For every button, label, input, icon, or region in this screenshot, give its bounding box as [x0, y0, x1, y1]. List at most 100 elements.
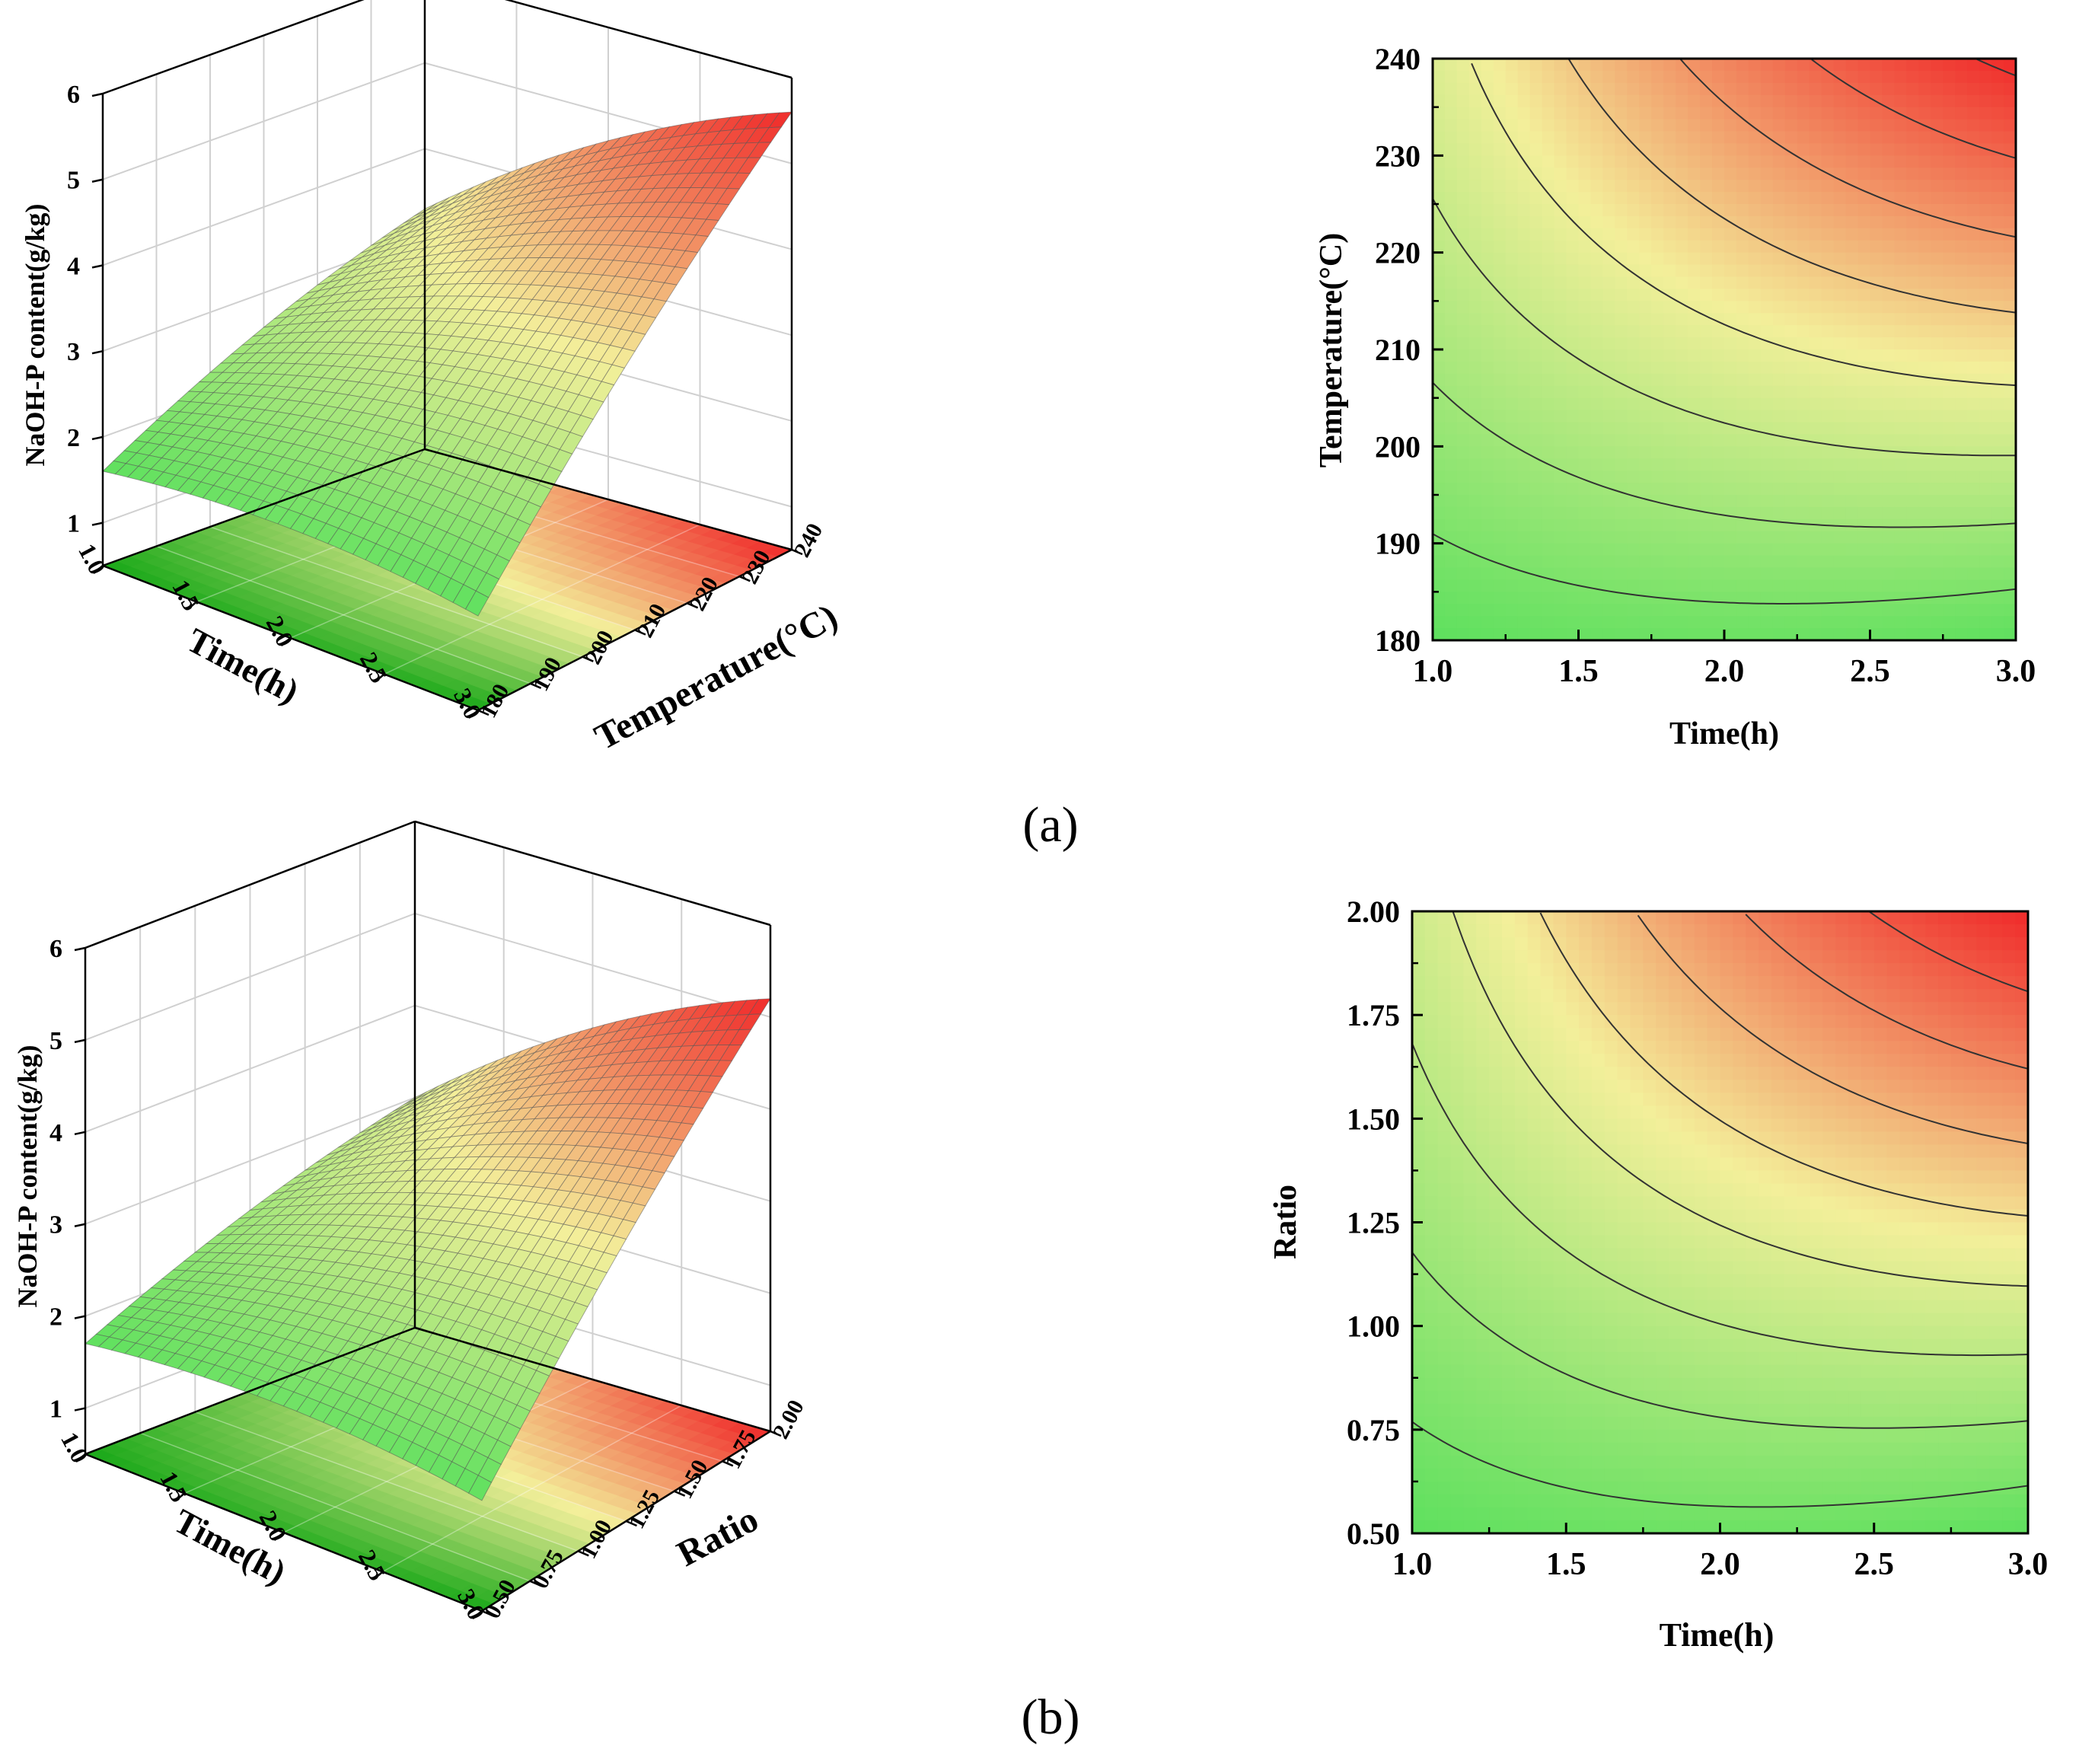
- contA-fill-cell: [1481, 228, 1494, 241]
- contA-fill-cell: [1456, 143, 1470, 157]
- contA-fill-cell: [1736, 471, 1749, 483]
- contA-fill-cell: [1639, 592, 1653, 605]
- contA-fill-cell: [1529, 325, 1543, 338]
- contA-fill-cell: [1433, 385, 1446, 399]
- contA-x-tick-label: 2.5: [1850, 654, 1890, 689]
- contA-fill-cell: [1566, 616, 1580, 629]
- contA-fill-cell: [1870, 567, 1883, 581]
- contA-fill-cell: [1906, 82, 1920, 96]
- contA-fill-cell: [1639, 555, 1653, 569]
- contA-fill-cell: [1955, 325, 1968, 338]
- contA-fill-cell: [1542, 313, 1555, 326]
- contA-fill-cell: [1882, 616, 1896, 629]
- contA-fill-cell: [1433, 301, 1446, 314]
- contA-fill-cell: [1456, 518, 1470, 532]
- contA-fill-cell: [1627, 555, 1641, 569]
- contA-fill-cell: [1456, 228, 1470, 241]
- contA-fill-cell: [1760, 555, 1774, 569]
- contA-fill-cell: [1578, 592, 1592, 605]
- contA-fill-cell: [1602, 555, 1616, 569]
- contA-fill-cell: [1566, 385, 1580, 399]
- contA-fill-cell: [1918, 192, 1932, 205]
- contA-fill-cell: [1688, 579, 1701, 593]
- contA-fill-cell: [1918, 543, 1932, 557]
- contA-fill-cell: [1468, 555, 1482, 569]
- contA-fill-cell: [1712, 543, 1725, 557]
- contA-fill-cell: [1760, 567, 1774, 581]
- contA-fill-cell: [1433, 94, 1446, 108]
- contA-fill-cell: [1590, 192, 1604, 205]
- contA-fill-cell: [1748, 495, 1762, 508]
- contA-fill-cell: [1906, 215, 1920, 229]
- contA-fill-cell: [1542, 579, 1555, 593]
- contA-fill-cell: [1724, 555, 1737, 569]
- contA-fill-cell: [1772, 592, 1786, 605]
- surfB-floor-gridline: [195, 1411, 579, 1552]
- contA-fill-cell: [1493, 531, 1507, 544]
- contA-fill-cell: [1468, 276, 1482, 290]
- contA-fill-cell: [1979, 422, 1992, 435]
- contA-fill-cell: [1748, 616, 1762, 629]
- contour-a-ylabel: Temperature(°C): [1314, 233, 1349, 467]
- contA-fill-cell: [1955, 82, 1968, 96]
- contA-fill-cell: [1991, 301, 2004, 314]
- contA-fill-cell: [1712, 289, 1725, 302]
- contA-fill-cell: [1870, 131, 1883, 145]
- contA-fill-cell: [1784, 204, 1798, 217]
- contA-fill-cell: [1894, 471, 1908, 483]
- contA-fill-cell: [1760, 180, 1774, 193]
- contA-fill-cell: [1529, 397, 1543, 411]
- contA-contour-line: [1433, 533, 2016, 604]
- contA-fill-cell: [1894, 325, 1908, 338]
- contA-fill-cell: [1554, 82, 1567, 96]
- contA-fill-cell: [1676, 240, 1688, 254]
- contA-fill-cell: [1906, 495, 1920, 508]
- contA-fill-cell: [1529, 59, 1543, 72]
- contA-fill-cell: [1651, 313, 1665, 326]
- contA-fill-cell: [1712, 82, 1725, 96]
- contA-fill-cell: [1882, 143, 1896, 157]
- contA-fill-cell: [1845, 252, 1859, 266]
- contA-fill-cell: [1736, 289, 1749, 302]
- contA-fill-cell: [1456, 119, 1470, 132]
- contA-fill-cell: [1784, 155, 1798, 169]
- contA-fill-cell: [1602, 276, 1616, 290]
- contA-fill-cell: [1554, 131, 1567, 145]
- contA-fill-cell: [1433, 434, 1446, 448]
- contA-fill-cell: [1833, 337, 1847, 350]
- contA-fill-cell: [1529, 628, 1543, 640]
- contA-fill-cell: [1797, 131, 1810, 145]
- contA-fill-cell: [1857, 616, 1871, 629]
- contA-fill-cell: [1651, 567, 1665, 581]
- contA-fill-cell: [1931, 167, 1944, 180]
- contA-fill-cell: [1906, 337, 1920, 350]
- contA-fill-cell: [1578, 301, 1592, 314]
- contA-fill-cell: [1688, 155, 1701, 169]
- contA-fill-cell: [1797, 397, 1810, 411]
- contA-fill-cell: [1784, 119, 1798, 132]
- contA-fill-cell: [1602, 567, 1616, 581]
- contA-fill-cell: [1639, 325, 1653, 338]
- contA-fill-cell: [1688, 373, 1701, 387]
- contA-fill-cell: [1481, 592, 1494, 605]
- contA-fill-cell: [1529, 361, 1543, 375]
- contA-fill-cell: [1663, 337, 1676, 350]
- contA-fill-cell: [1833, 289, 1847, 302]
- contA-fill-cell: [1566, 604, 1580, 617]
- contA-fill-cell: [1772, 604, 1786, 617]
- contA-fill-cell: [1493, 628, 1507, 640]
- contA-fill-cell: [1991, 385, 2004, 399]
- contA-fill-cell: [1481, 180, 1494, 193]
- contA-fill-cell: [1505, 434, 1519, 448]
- contA-fill-cell: [1833, 252, 1847, 266]
- contA-fill-cell: [1979, 616, 1992, 629]
- contA-fill-cell: [1529, 289, 1543, 302]
- contA-fill-cell: [1857, 531, 1871, 544]
- contA-fill-cell: [1602, 180, 1616, 193]
- contA-fill-cell: [1505, 446, 1519, 460]
- contA-fill-cell: [1931, 215, 1944, 229]
- contA-fill-cell: [2004, 264, 2016, 278]
- contA-fill-cell: [1517, 204, 1531, 217]
- contA-fill-cell: [1845, 458, 1859, 471]
